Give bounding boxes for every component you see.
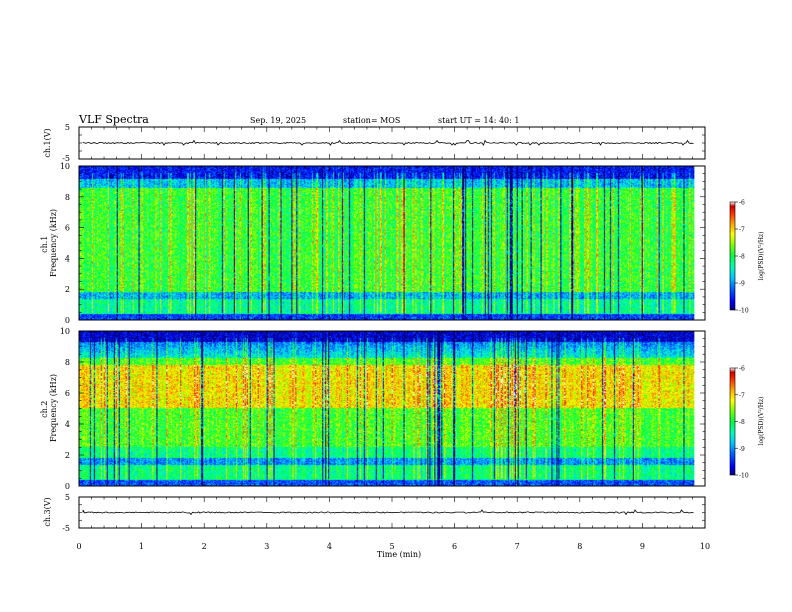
ch2-freq-tick-labels: 0 2 4 6 8 10 bbox=[60, 327, 70, 491]
figure-title: VLF Spectra bbox=[78, 113, 149, 126]
colorbar-tick-label: -9 bbox=[739, 446, 745, 453]
freq-tick-label: 10 bbox=[60, 327, 70, 336]
station-label: station= MOS bbox=[343, 116, 400, 125]
time-tick-label: 10 bbox=[700, 542, 710, 551]
ch2-freq-axis-label: ch.2 Frequency (kHz) bbox=[40, 374, 58, 442]
freq-tick-label: 4 bbox=[65, 420, 70, 429]
ch3-ytick-top: 5 bbox=[65, 493, 70, 502]
colorbar-tick-label: -6 bbox=[739, 366, 745, 373]
ch2-colorbar-ramp bbox=[729, 367, 736, 476]
time-tick-label: 1 bbox=[139, 542, 144, 551]
time-tick-label: 3 bbox=[264, 542, 269, 551]
freq-tick-label: 0 bbox=[65, 482, 70, 491]
ch2-colorbar: -6 -7 -8 -9 -10 log(PSD)(V²/Hz) bbox=[729, 366, 765, 480]
ch3-waveform-ticks bbox=[78, 496, 706, 529]
ch2-colorbar-ticks: -6 -7 -8 -9 -10 bbox=[735, 366, 749, 480]
date-label: Sep. 19, 2025 bbox=[250, 116, 306, 125]
ch1-colorbar-label: log(PSD)(V²/Hz) bbox=[758, 232, 765, 281]
freq-tick-label: 0 bbox=[65, 316, 70, 325]
waveform-line bbox=[82, 139, 694, 146]
colorbar-tick-label: -10 bbox=[739, 473, 749, 480]
ch2-spectrogram-panel: 0 2 4 6 8 10 ch.2 Frequency (kHz) bbox=[40, 327, 706, 491]
ch2-colorbar-label: log(PSD)(V²/Hz) bbox=[758, 397, 765, 446]
freq-tick-label: 6 bbox=[65, 224, 70, 233]
time-tick-label: 4 bbox=[327, 542, 332, 551]
time-axis-tick-labels: 0 1 2 3 4 5 6 7 8 9 10 bbox=[76, 542, 710, 551]
spectrogram-raster bbox=[79, 331, 695, 486]
freq-tick-label: 10 bbox=[60, 162, 70, 171]
colorbar-tick-label: -9 bbox=[739, 281, 745, 288]
ch1-colorbar: -6 -7 -8 -9 -10 log(PSD)(V²/Hz) bbox=[729, 200, 765, 315]
ch1-colorbar-ticks: -6 -7 -8 -9 -10 bbox=[735, 200, 749, 315]
freq-tick-label: 2 bbox=[65, 451, 70, 460]
ch1-ytick-bottom: -5 bbox=[62, 154, 70, 163]
colorbar-tick-label: -6 bbox=[739, 200, 745, 207]
time-tick-label: 0 bbox=[76, 542, 81, 551]
ch1-waveform-trace bbox=[82, 139, 694, 146]
freq-tick-label: 8 bbox=[65, 193, 70, 202]
ch2-spectrogram-image bbox=[79, 331, 695, 486]
ch1-colorbar-ramp bbox=[729, 201, 736, 311]
ch3-waveform-panel: 5 -5 ch.3(V) bbox=[43, 493, 706, 533]
time-tick-label: 5 bbox=[389, 542, 394, 551]
ch3-waveform-ylabel: ch.3(V) bbox=[43, 497, 52, 526]
ch1-spectrogram-ticks bbox=[78, 165, 706, 321]
ch3-waveform-trace bbox=[82, 509, 694, 516]
time-tick-label: 9 bbox=[640, 542, 645, 551]
ch1-ytick-top: 5 bbox=[65, 123, 70, 132]
ch1-waveform-panel: 5 -5 ch.1(V) bbox=[43, 123, 706, 163]
time-tick-label: 6 bbox=[452, 542, 457, 551]
colorbar-tick-label: -8 bbox=[739, 419, 745, 426]
ch1-freq-tick-labels: 0 2 4 6 8 10 bbox=[60, 162, 70, 325]
colorbar-tick-label: -7 bbox=[739, 392, 745, 399]
time-axis-label: Time (min) bbox=[377, 550, 421, 559]
ch3-ytick-bottom: -5 bbox=[62, 524, 70, 533]
ch1-freq-axis-label: ch.1 Frequency (kHz) bbox=[40, 209, 58, 277]
ch2-spectrogram-ticks bbox=[78, 330, 706, 487]
waveform-line bbox=[82, 509, 694, 516]
ch1-waveform-ticks bbox=[78, 126, 706, 160]
colorbar-tick-label: -7 bbox=[739, 227, 745, 234]
ch1-spectrogram-image bbox=[79, 166, 695, 320]
freq-tick-label: 8 bbox=[65, 358, 70, 367]
freq-tick-label: 6 bbox=[65, 389, 70, 398]
colorbar-tick-label: -10 bbox=[739, 308, 749, 315]
time-tick-label: 7 bbox=[515, 542, 520, 551]
ch1-waveform-ylabel: ch.1(V) bbox=[43, 128, 52, 157]
freq-tick-label: 4 bbox=[65, 254, 70, 263]
colorbar-tick-label: -8 bbox=[739, 254, 745, 261]
time-tick-label: 8 bbox=[577, 542, 582, 551]
spectrogram-raster bbox=[79, 166, 695, 320]
freq-tick-label: 2 bbox=[65, 285, 70, 294]
start-time-label: start UT = 14: 40: 1 bbox=[438, 116, 519, 125]
ch1-spectrogram-panel: 0 2 4 6 8 10 ch.1 Frequency (kHz) bbox=[40, 162, 706, 325]
time-tick-label: 2 bbox=[202, 542, 207, 551]
